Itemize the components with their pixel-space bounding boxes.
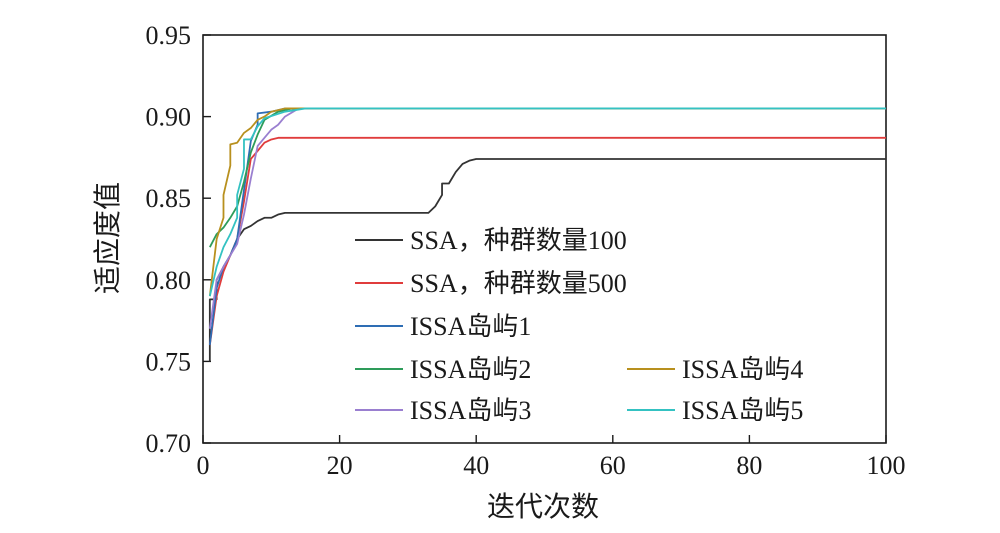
y-tick-label: 0.80 — [146, 266, 192, 295]
x-tick-label: 20 — [327, 451, 353, 480]
legend-label-4: ISSA岛屿2 — [410, 355, 531, 384]
x-tick-label: 40 — [463, 451, 489, 480]
y-tick-label: 0.90 — [146, 103, 192, 132]
legend-label-2: SSA，种群数量500 — [410, 269, 627, 298]
legend-label-5: ISSA岛屿3 — [410, 396, 531, 425]
series-line-5 — [208, 107, 886, 329]
series-line-6 — [208, 107, 886, 297]
legend-label-7: ISSA岛屿5 — [682, 396, 803, 425]
series-line-2 — [208, 136, 886, 346]
series-group — [208, 107, 886, 362]
legend-label-1: SSA，种群数量100 — [410, 226, 627, 255]
y-tick-label: 0.70 — [146, 429, 192, 458]
plot-frame — [202, 34, 887, 444]
legend-label-3: ISSA岛屿1 — [410, 312, 531, 341]
series-line-1 — [208, 158, 886, 362]
legend: SSA，种群数量100 SSA，种群数量500 ISSA岛屿1 ISSA岛屿2 ISSA… — [355, 226, 803, 425]
y-axis-title: 适应度值 — [92, 182, 124, 294]
legend-label-6: ISSA岛屿4 — [682, 355, 803, 384]
y-tick-label: 0.75 — [146, 347, 192, 376]
x-tick-label: 0 — [197, 451, 210, 480]
x-axis-title: 迭代次数 — [487, 491, 599, 523]
series-line-7 — [208, 107, 886, 297]
y-tick-label: 0.85 — [146, 184, 192, 213]
y-tick-label: 0.95 — [146, 21, 192, 50]
series-line-4 — [209, 107, 886, 248]
axes-group: 0 20 40 60 80 100 0.70 0.75 0.80 0.85 0.90 0.95 — [146, 21, 906, 480]
x-tick-label: 80 — [736, 451, 762, 480]
x-tick-label: 60 — [600, 451, 626, 480]
x-tick-label: 100 — [867, 451, 906, 480]
